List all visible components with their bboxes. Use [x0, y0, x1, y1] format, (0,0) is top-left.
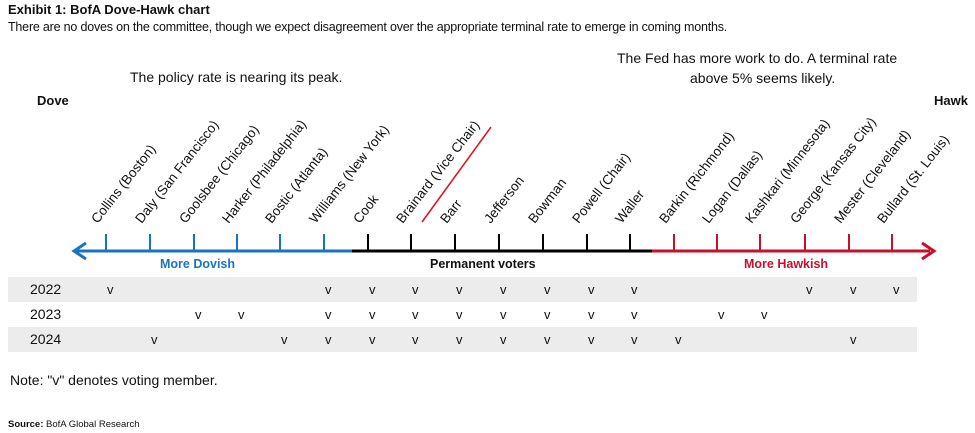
annotation-left: The policy rate is nearing its peak. [130, 69, 343, 85]
vote-mark: v [369, 307, 376, 322]
vote-mark: v [456, 307, 463, 322]
vote-mark: v [456, 282, 463, 297]
vote-mark: v [588, 332, 595, 347]
year-label: 2022 [30, 281, 62, 297]
dove-label: Dove [37, 93, 69, 108]
vote-mark: v [718, 307, 725, 322]
vote-mark: v [195, 307, 202, 322]
vote-mark: v [325, 332, 332, 347]
vote-mark: v [850, 282, 857, 297]
axis-label-hawkish: More Hawkish [744, 257, 829, 271]
annotation-right-line1: The Fed has more work to do. A terminal … [617, 50, 898, 66]
vote-mark: v [412, 332, 419, 347]
right-arrowhead-icon [921, 241, 937, 261]
vote-mark: v [500, 332, 507, 347]
exhibit-subtitle: There are no doves on the committee, tho… [8, 20, 728, 34]
vote-mark: v [325, 282, 332, 297]
vote-mark: v [631, 332, 638, 347]
vote-mark: v [675, 332, 682, 347]
vote-mark: v [631, 282, 638, 297]
vote-mark: v [151, 332, 158, 347]
vote-mark: v [544, 282, 551, 297]
year-row [8, 277, 917, 302]
vote-mark: v [412, 307, 419, 322]
vote-mark: v [107, 282, 114, 297]
axis-label-permanent: Permanent voters [430, 257, 536, 271]
strikethrough-line [421, 126, 492, 223]
year-label: 2023 [30, 306, 62, 322]
vote-mark: v [281, 332, 288, 347]
vote-mark: v [500, 307, 507, 322]
vote-mark: v [850, 332, 857, 347]
year-label: 2024 [30, 331, 62, 347]
vote-mark: v [761, 307, 768, 322]
year-row [8, 302, 917, 327]
vote-mark: v [369, 282, 376, 297]
source-line: Source: BofA Global Research [8, 419, 140, 430]
source-label: Source: [8, 419, 44, 430]
vote-mark: v [238, 307, 245, 322]
vote-mark: v [631, 307, 638, 322]
left-arrowhead-icon [71, 241, 87, 261]
footnote: Note: "v" denotes voting member. [10, 372, 218, 388]
vote-mark: v [500, 282, 507, 297]
hawk-label: Hawk [934, 93, 968, 108]
vote-mark: v [412, 282, 419, 297]
vote-mark: v [325, 307, 332, 322]
annotation-right-line2: above 5% seems likely. [690, 70, 836, 86]
vote-mark: v [456, 332, 463, 347]
vote-mark: v [806, 282, 813, 297]
vote-mark: v [893, 282, 900, 297]
axis-label-dovish: More Dovish [160, 257, 236, 271]
vote-mark: v [544, 332, 551, 347]
source-text: BofA Global Research [46, 419, 140, 430]
exhibit-title: Exhibit 1: BofA Dove-Hawk chart [8, 2, 210, 17]
year-row [8, 327, 917, 352]
vote-mark: v [544, 307, 551, 322]
vote-mark: v [588, 282, 595, 297]
vote-mark: v [369, 332, 376, 347]
vote-mark: v [588, 307, 595, 322]
